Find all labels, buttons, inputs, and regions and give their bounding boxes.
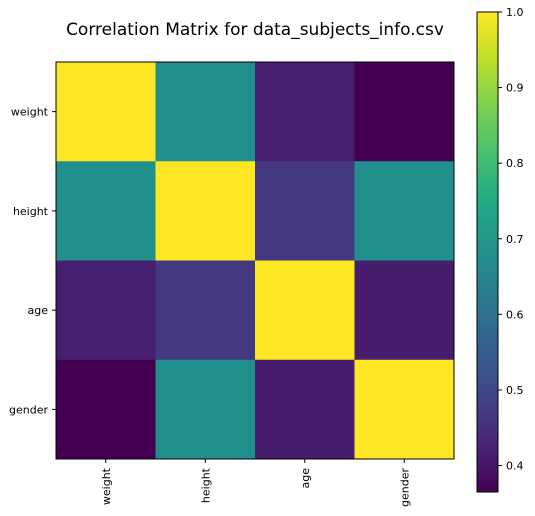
colorbar-tick-label: 0.8 xyxy=(506,157,524,170)
colorbar-tick-label: 0.5 xyxy=(506,384,524,397)
y-tick-label: height xyxy=(13,205,49,218)
heatmap-cell-age-age xyxy=(255,260,355,361)
heatmap-cell-age-gender xyxy=(354,260,455,361)
y-tick-label: weight xyxy=(11,106,49,119)
heatmap-cell-height-age xyxy=(255,161,355,261)
heatmap-cell-age-weight xyxy=(56,260,156,361)
colorbar-tick-label: 0.4 xyxy=(506,460,524,473)
heatmap-cell-weight-height xyxy=(155,62,256,162)
heatmap-cell-height-weight xyxy=(56,161,156,261)
plot-frame xyxy=(55,61,455,460)
heatmap-cell-weight-gender xyxy=(354,62,455,162)
y-axis-ticks: weight height age gender xyxy=(9,106,56,416)
heatmap-cell-weight-age xyxy=(255,62,355,162)
colorbar-tick-label: 0.9 xyxy=(506,82,524,95)
colorbar-tick-label: 0.6 xyxy=(506,308,524,321)
colorbar: 0.4 0.5 0.6 0.7 0.8 0.9 1.0 xyxy=(476,6,524,493)
heatmap-cell-age-height xyxy=(155,260,256,361)
x-tick-label: height xyxy=(199,467,212,503)
chart-title: Correlation Matrix for data_subjects_inf… xyxy=(66,20,444,40)
heatmap-cell-height-gender xyxy=(354,161,455,261)
x-tick-label: age xyxy=(299,468,312,489)
heatmap-cell-height-height xyxy=(155,161,256,261)
heatmap-cell-gender-height xyxy=(155,359,256,460)
colorbar-tick-label: 0.7 xyxy=(506,233,524,246)
x-tick-label: weight xyxy=(100,467,113,505)
heatmap-cell-gender-weight xyxy=(56,359,156,460)
heatmap-cell-gender-age xyxy=(255,359,355,460)
x-tick-label: gender xyxy=(398,468,411,507)
heatmap-cell-weight-weight xyxy=(56,62,156,162)
plot-border xyxy=(55,61,455,460)
y-tick-label: age xyxy=(28,304,49,317)
colorbar-tick-label: 1.0 xyxy=(506,6,524,19)
heatmap-cells xyxy=(56,62,455,460)
x-axis-ticks: weight height age gender xyxy=(100,459,411,507)
heatmap-cell-gender-gender xyxy=(354,359,455,460)
y-tick-label: gender xyxy=(9,403,48,416)
colorbar-gradient xyxy=(476,11,499,493)
